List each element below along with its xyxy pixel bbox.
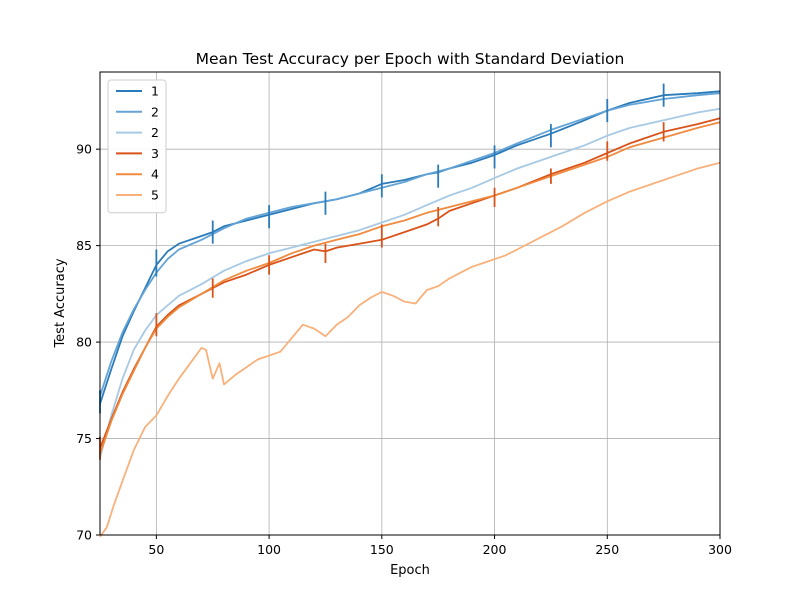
series-line-5 xyxy=(99,121,721,455)
legend-label: 4 xyxy=(151,167,159,182)
series-line-2 xyxy=(99,92,721,397)
plot-frame xyxy=(99,71,721,536)
y-axis-label: Test Accuracy xyxy=(53,258,68,348)
y-tick-label: 70 xyxy=(76,528,92,543)
series-lines xyxy=(99,90,721,538)
y-tick-label: 85 xyxy=(76,238,92,253)
error-bars xyxy=(99,83,665,460)
legend-box xyxy=(107,79,167,214)
x-tick-label: 100 xyxy=(257,542,281,557)
x-tick-label: 200 xyxy=(483,542,507,557)
legend: 1 2 2 3 4 5 xyxy=(107,79,167,214)
legend-label: 3 xyxy=(151,146,159,161)
x-tick-label: 300 xyxy=(708,542,732,557)
y-axis-ticks: 70 75 80 85 90 xyxy=(76,142,100,543)
x-tick-label: 250 xyxy=(595,542,619,557)
y-tick-label: 75 xyxy=(76,431,92,446)
series-line-3 xyxy=(99,107,721,459)
legend-label: 1 xyxy=(151,84,159,99)
y-tick-label: 90 xyxy=(76,142,92,157)
series-line-6 xyxy=(99,161,721,538)
y-tick-label: 80 xyxy=(76,335,92,350)
legend-label: 2 xyxy=(151,125,159,140)
x-tick-label: 150 xyxy=(370,542,394,557)
x-axis-label: Epoch xyxy=(390,563,430,578)
x-axis-ticks: 50 100 150 200 250 300 xyxy=(148,535,732,557)
x-tick-label: 50 xyxy=(148,542,164,557)
chart-title: Mean Test Accuracy per Epoch with Standa… xyxy=(196,50,625,68)
series-line-4 xyxy=(99,117,721,449)
legend-label: 5 xyxy=(151,188,159,203)
legend-label: 2 xyxy=(151,104,159,119)
